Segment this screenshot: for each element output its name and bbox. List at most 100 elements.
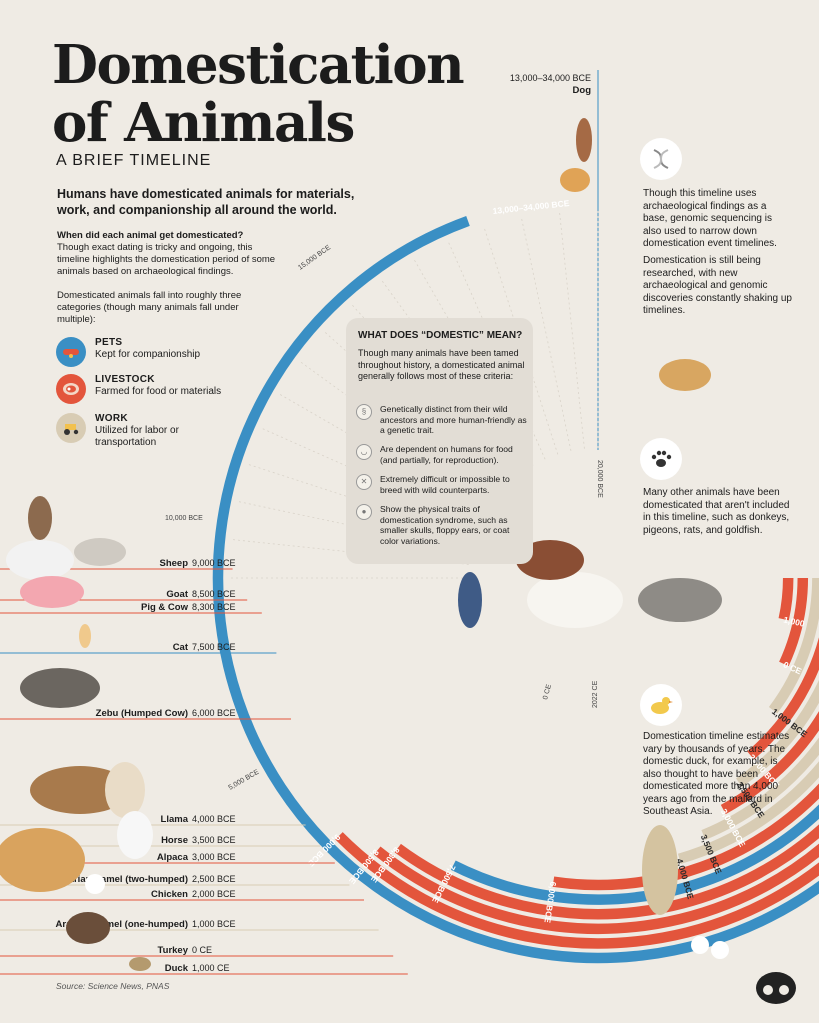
category-name: LIVESTOCK: [95, 374, 155, 385]
definition-intro: Though many animals have been tamed thro…: [358, 348, 525, 381]
animal-name-label: Dog: [573, 85, 592, 96]
animal-name-label: Zebu (Humped Cow): [96, 708, 188, 719]
category-name: WORK: [95, 413, 128, 424]
animal-name-label: Sheep: [159, 558, 188, 569]
tick-label: 15,000 BCE: [297, 244, 332, 272]
animal-name-label: Llama: [161, 814, 189, 825]
goat-illustration: [74, 538, 126, 566]
note-research: Domestication is still being researched,…: [643, 255, 792, 316]
timeline-ring: [768, 577, 819, 714]
pig-illustration: [20, 576, 84, 608]
alpaca-illustration: [117, 811, 153, 859]
animal-name-label: Goat: [166, 589, 188, 600]
animal-name-label: Duck: [165, 963, 189, 974]
category-desc: Kept for companionship: [95, 349, 201, 360]
category-desc: Farmed for food or materials: [95, 386, 222, 397]
timeline-ring: [747, 636, 819, 760]
farmer-center-illustration: [458, 572, 482, 628]
timeline-ring: [720, 710, 819, 815]
grid-line: [558, 209, 585, 449]
geese-illustration: [691, 936, 709, 954]
source-note: Source: Science News, PNAS: [56, 981, 170, 991]
definition-title: WHAT DOES “DOMESTIC” MEAN?: [358, 330, 523, 341]
farmer-illustration: [28, 496, 52, 540]
animal-name-label: Arabian Camel (one-humped): [56, 919, 189, 930]
llama-illustration: [105, 762, 145, 818]
ring-label: 13,000–34,000 BCE: [492, 198, 570, 216]
note-duck: Domestication timeline estimates vary by…: [643, 731, 790, 817]
timeline-ring: [212, 215, 819, 964]
animal-year-label: 7,500 BCE: [192, 642, 236, 652]
animal-year-label: 1,000 CE: [192, 963, 230, 973]
intro-text: Humans have domesticated animals for mat…: [57, 187, 355, 217]
animal-year-label: 3,000 BCE: [192, 852, 236, 862]
category-work: WORK Utilized for labor or transportation: [56, 413, 235, 449]
subtitle: A BRIEF TIMELINE: [56, 152, 212, 169]
animal-name-label: Chicken: [151, 889, 188, 900]
timeline-ring: [778, 577, 794, 621]
dog-collar-icon: [56, 337, 86, 367]
note-other-animals: Many other animals have been domesticate…: [643, 487, 790, 536]
dog-illustration: [560, 168, 590, 192]
timeline-ring: [394, 824, 819, 920]
dna-icon: [640, 138, 682, 180]
category-pets: PETS Kept for companionship: [56, 337, 235, 367]
timeline-ring: [779, 577, 809, 667]
duck-illustration: [129, 957, 151, 971]
ring-label: 6,000 BCE: [542, 881, 558, 924]
geese-illustration: [711, 941, 729, 959]
tick-label: 10,000 BCE: [165, 515, 203, 522]
grid-line: [483, 225, 559, 455]
animal-year-label: 1,000 BCE: [192, 919, 236, 929]
horse-illustration: [30, 766, 130, 814]
timeline-ring: [736, 679, 819, 788]
ring-label: 1,000: [783, 614, 806, 628]
animal-year-label: 2,500 BCE: [192, 874, 236, 884]
animal-name-label: Alpaca: [157, 852, 189, 863]
animal-year-label: 2,000 BCE: [192, 889, 236, 899]
turkey-illustration: [66, 912, 110, 944]
animal-year-label: 13,000–34,000 BCE: [510, 73, 591, 83]
sheep-illustration: [6, 540, 74, 580]
dna-icon: §: [356, 404, 372, 420]
animal-year-label: 9,000 BCE: [192, 558, 236, 568]
timeline-ring: [450, 804, 819, 905]
zebu-illustration: [20, 668, 100, 708]
paw-print-icon: [640, 438, 682, 480]
animal-year-label: 6,000 BCE: [192, 708, 236, 718]
animal-year-label: 0 CE: [192, 945, 212, 955]
cow-illustration: [527, 572, 623, 628]
criterion: ● Show the physical traits of domesticati…: [356, 504, 528, 546]
tick-label: 5,000 BCE: [228, 769, 261, 792]
duck-farmer-illustration: [642, 825, 678, 915]
animal-year-label: 8,300 BCE: [192, 602, 236, 612]
categories-intro: Domesticated animals fall into roughly t…: [57, 290, 242, 325]
question-heading: When did each animal get domesticated?: [57, 230, 244, 241]
tick-label: 20,000 BCE: [596, 460, 603, 498]
criterion: ✕ Extremely difficult or impossible to br…: [356, 474, 528, 495]
question-text: Though exact dating is tricky and ongoin…: [57, 242, 276, 277]
animal-name-label: Cat: [173, 642, 189, 653]
criterion: § Genetically distinct from their wild an…: [356, 404, 528, 436]
animal-year-label: 8,500 BCE: [192, 589, 236, 599]
animal-name-label: Horse: [161, 835, 188, 846]
chicken-illustration: [85, 874, 105, 894]
definition-box: [346, 318, 533, 564]
paw-icon: ●: [356, 504, 372, 520]
timeline-ring: [335, 832, 819, 949]
animal-name-label: Pig & Cow: [141, 602, 189, 613]
tick-label: 2022 CE: [592, 680, 599, 708]
tractor-icon: [56, 413, 86, 443]
timeline-ring: [373, 843, 819, 934]
hunter-illustration: [576, 118, 592, 162]
camel-illustration: [0, 828, 85, 892]
animal-year-label: 3,500 BCE: [192, 835, 236, 845]
bowl-icon: ◡: [356, 444, 372, 460]
timeline-ring: [677, 761, 819, 864]
tick-label: 0 CE: [542, 683, 553, 700]
category-name: PETS: [95, 337, 123, 348]
duck-icon: [640, 684, 682, 726]
grid-line: [520, 216, 572, 451]
horse-center-illustration: [516, 540, 584, 580]
animal-name-label: Turkey: [158, 945, 189, 956]
